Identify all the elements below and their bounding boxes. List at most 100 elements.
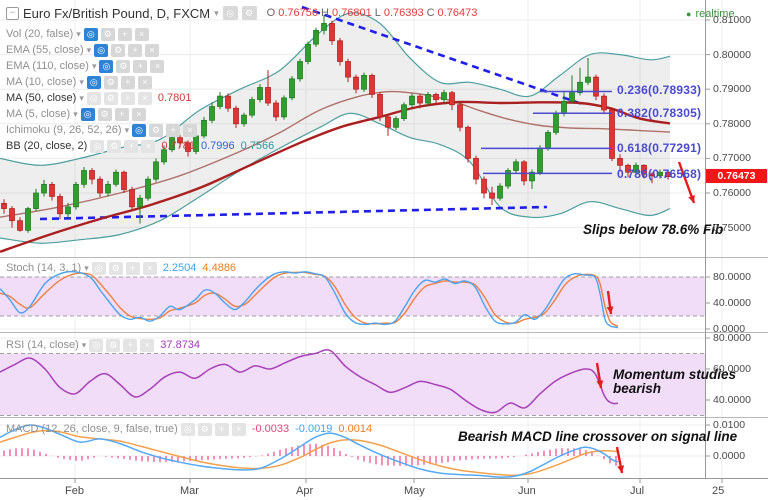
add-icon[interactable]: + — [114, 107, 129, 121]
add-icon[interactable]: + — [124, 139, 139, 153]
add-icon[interactable]: + — [133, 59, 148, 73]
time-axis-label: Jul — [630, 485, 645, 497]
realtime-dot-icon: ● — [686, 9, 692, 19]
stoch-label[interactable]: Stoch (14, 3, 1) — [6, 262, 82, 274]
settings-icon[interactable]: ⚙ — [103, 75, 118, 89]
symbol-title[interactable]: Euro Fx/British Pound, D, FXCM — [23, 5, 211, 21]
ohlc-readout: O 0.76756 H 0.76801 L 0.76393 C 0.76473 — [266, 7, 478, 19]
close-icon[interactable]: × — [183, 123, 198, 137]
visibility-icon[interactable]: ◎ — [90, 139, 105, 153]
settings-icon[interactable]: ⚙ — [106, 338, 121, 352]
time-axis-label: Feb — [65, 485, 84, 497]
axis-tick-label: 40.0000 — [713, 394, 751, 406]
add-icon[interactable]: + — [214, 422, 229, 436]
visibility-icon[interactable]: ◎ — [91, 261, 106, 275]
visibility-icon[interactable]: ◎ — [86, 91, 101, 105]
close-icon[interactable]: × — [140, 338, 155, 352]
axis-tick-label: 0.79000 — [713, 83, 751, 96]
axis-tick-label: 0.75000 — [713, 221, 751, 234]
visibility-icon[interactable]: ◎ — [86, 75, 101, 89]
annotation-momentum-bearish[interactable]: Momentum studies bearish — [613, 367, 737, 396]
indicator-label[interactable]: MA (5, close) — [6, 108, 71, 120]
add-icon[interactable]: + — [120, 91, 135, 105]
settings-icon[interactable]: ⚙ — [116, 59, 131, 73]
rsi-value: 37.8734 — [160, 339, 201, 351]
chevron-down-icon[interactable]: ▾ — [79, 92, 84, 103]
close-icon[interactable]: × — [141, 139, 156, 153]
indicator-label[interactable]: BB (20, close, 2) — [6, 140, 88, 152]
annotation-macd-crossover[interactable]: Bearish MACD line crossover on signal li… — [458, 429, 738, 444]
visibility-icon[interactable]: ◎ — [80, 107, 95, 121]
rsi-label[interactable]: RSI (14, close) — [6, 339, 79, 351]
axis-tick-label: 0.77000 — [713, 152, 751, 165]
chevron-down-icon[interactable]: ▾ — [84, 262, 89, 273]
chevron-down-icon[interactable]: ▾ — [91, 60, 97, 71]
add-icon[interactable]: + — [117, 27, 132, 41]
close-icon[interactable]: × — [131, 107, 146, 121]
chevron-down-icon[interactable]: ▾ — [79, 76, 84, 87]
close-icon[interactable]: × — [231, 422, 246, 436]
chevron-down-icon[interactable]: ▾ — [214, 7, 219, 18]
fib-label-382[interactable]: 0.382(0.78305) — [617, 106, 702, 120]
fib-label-786[interactable]: 0.786(0.76568) — [617, 167, 702, 181]
macd-label[interactable]: MACD (12, 26, close, 9, false, true) — [6, 423, 178, 435]
indicator-row-ma10: MA (10, close) ▾ ◎ ⚙ + × — [6, 75, 152, 89]
indicator-label[interactable]: Ichimoku (9, 26, 52, 26) — [6, 124, 122, 136]
close-icon[interactable]: × — [137, 91, 152, 105]
macd-signal-value: 0.0014 — [338, 423, 373, 435]
close-icon[interactable]: × — [137, 75, 152, 89]
chevron-down-icon[interactable]: ▾ — [73, 108, 78, 119]
close-icon[interactable]: × — [150, 59, 165, 73]
indicator-row-ema110: EMA (110, close) ▾ ◎ ⚙ + × — [6, 59, 165, 73]
settings-icon[interactable]: ⚙ — [197, 422, 212, 436]
settings-icon[interactable]: ⚙ — [111, 43, 126, 57]
visibility-icon[interactable]: ◎ — [99, 59, 114, 73]
collapse-pane-icon[interactable]: − — [6, 6, 19, 20]
bb-lower-value: 0.7566 — [240, 140, 275, 152]
bb-upper-value: 0.7996 — [200, 140, 235, 152]
fib-label-236[interactable]: 0.236(0.78933) — [617, 83, 702, 97]
settings-button[interactable]: ⚙ — [241, 6, 257, 20]
close-icon[interactable]: × — [145, 43, 160, 57]
fib-label-618[interactable]: 0.618(0.77291) — [617, 141, 702, 155]
indicator-row-bb: BB (20, close, 2) ◎ ⚙ + × 0.7781 0.7996 … — [6, 139, 274, 153]
close-icon[interactable]: × — [142, 261, 157, 275]
annotation-line: Momentum studies — [613, 367, 737, 382]
settings-icon[interactable]: ⚙ — [108, 261, 123, 275]
indicator-label[interactable]: MA (10, close) — [6, 76, 77, 88]
visibility-icon[interactable]: ◎ — [132, 123, 147, 137]
visibility-icon[interactable]: ◎ — [89, 338, 104, 352]
visibility-icon[interactable]: ◎ — [180, 422, 195, 436]
close-icon[interactable]: × — [134, 27, 149, 41]
add-icon[interactable]: + — [125, 261, 140, 275]
visibility-icon[interactable]: ◎ — [83, 27, 98, 41]
add-icon[interactable]: + — [120, 75, 135, 89]
add-icon[interactable]: + — [123, 338, 138, 352]
settings-icon[interactable]: ⚙ — [103, 91, 118, 105]
annotation-slips-below-fib[interactable]: Slips below 78.6% Fib — [583, 222, 724, 237]
add-icon[interactable]: + — [128, 43, 143, 57]
add-icon[interactable]: + — [166, 123, 181, 137]
indicator-label[interactable]: MA (50, close) — [6, 92, 77, 104]
chevron-down-icon[interactable]: ▾ — [124, 124, 130, 135]
chevron-down-icon[interactable]: ▾ — [76, 28, 81, 39]
axis-tick-label: 40.0000 — [713, 297, 751, 309]
indicator-label[interactable]: EMA (110, close) — [6, 60, 89, 72]
visibility-icon[interactable]: ◎ — [94, 43, 109, 57]
rsi-pane-legend: RSI (14, close) ▾ ◎ ⚙ + × 37.8734 — [6, 338, 200, 352]
time-axis-label: May — [404, 485, 425, 497]
stoch-k-value: 2.2504 — [162, 262, 197, 274]
chevron-down-icon[interactable]: ▾ — [86, 44, 92, 55]
settings-icon[interactable]: ⚙ — [100, 27, 115, 41]
eye-toggle-button[interactable]: ◎ — [222, 6, 238, 20]
time-axis-label: Mar — [180, 485, 199, 497]
indicator-label[interactable]: EMA (55, close) — [6, 44, 84, 56]
settings-icon[interactable]: ⚙ — [97, 107, 112, 121]
settings-icon[interactable]: ⚙ — [149, 123, 164, 137]
indicator-label[interactable]: Vol (20, false) — [6, 28, 74, 40]
chevron-down-icon[interactable]: ▾ — [81, 339, 87, 350]
chart-header: − Euro Fx/British Pound, D, FXCM ▾ ◎ ⚙ O… — [6, 5, 477, 21]
settings-icon[interactable]: ⚙ — [107, 139, 122, 153]
